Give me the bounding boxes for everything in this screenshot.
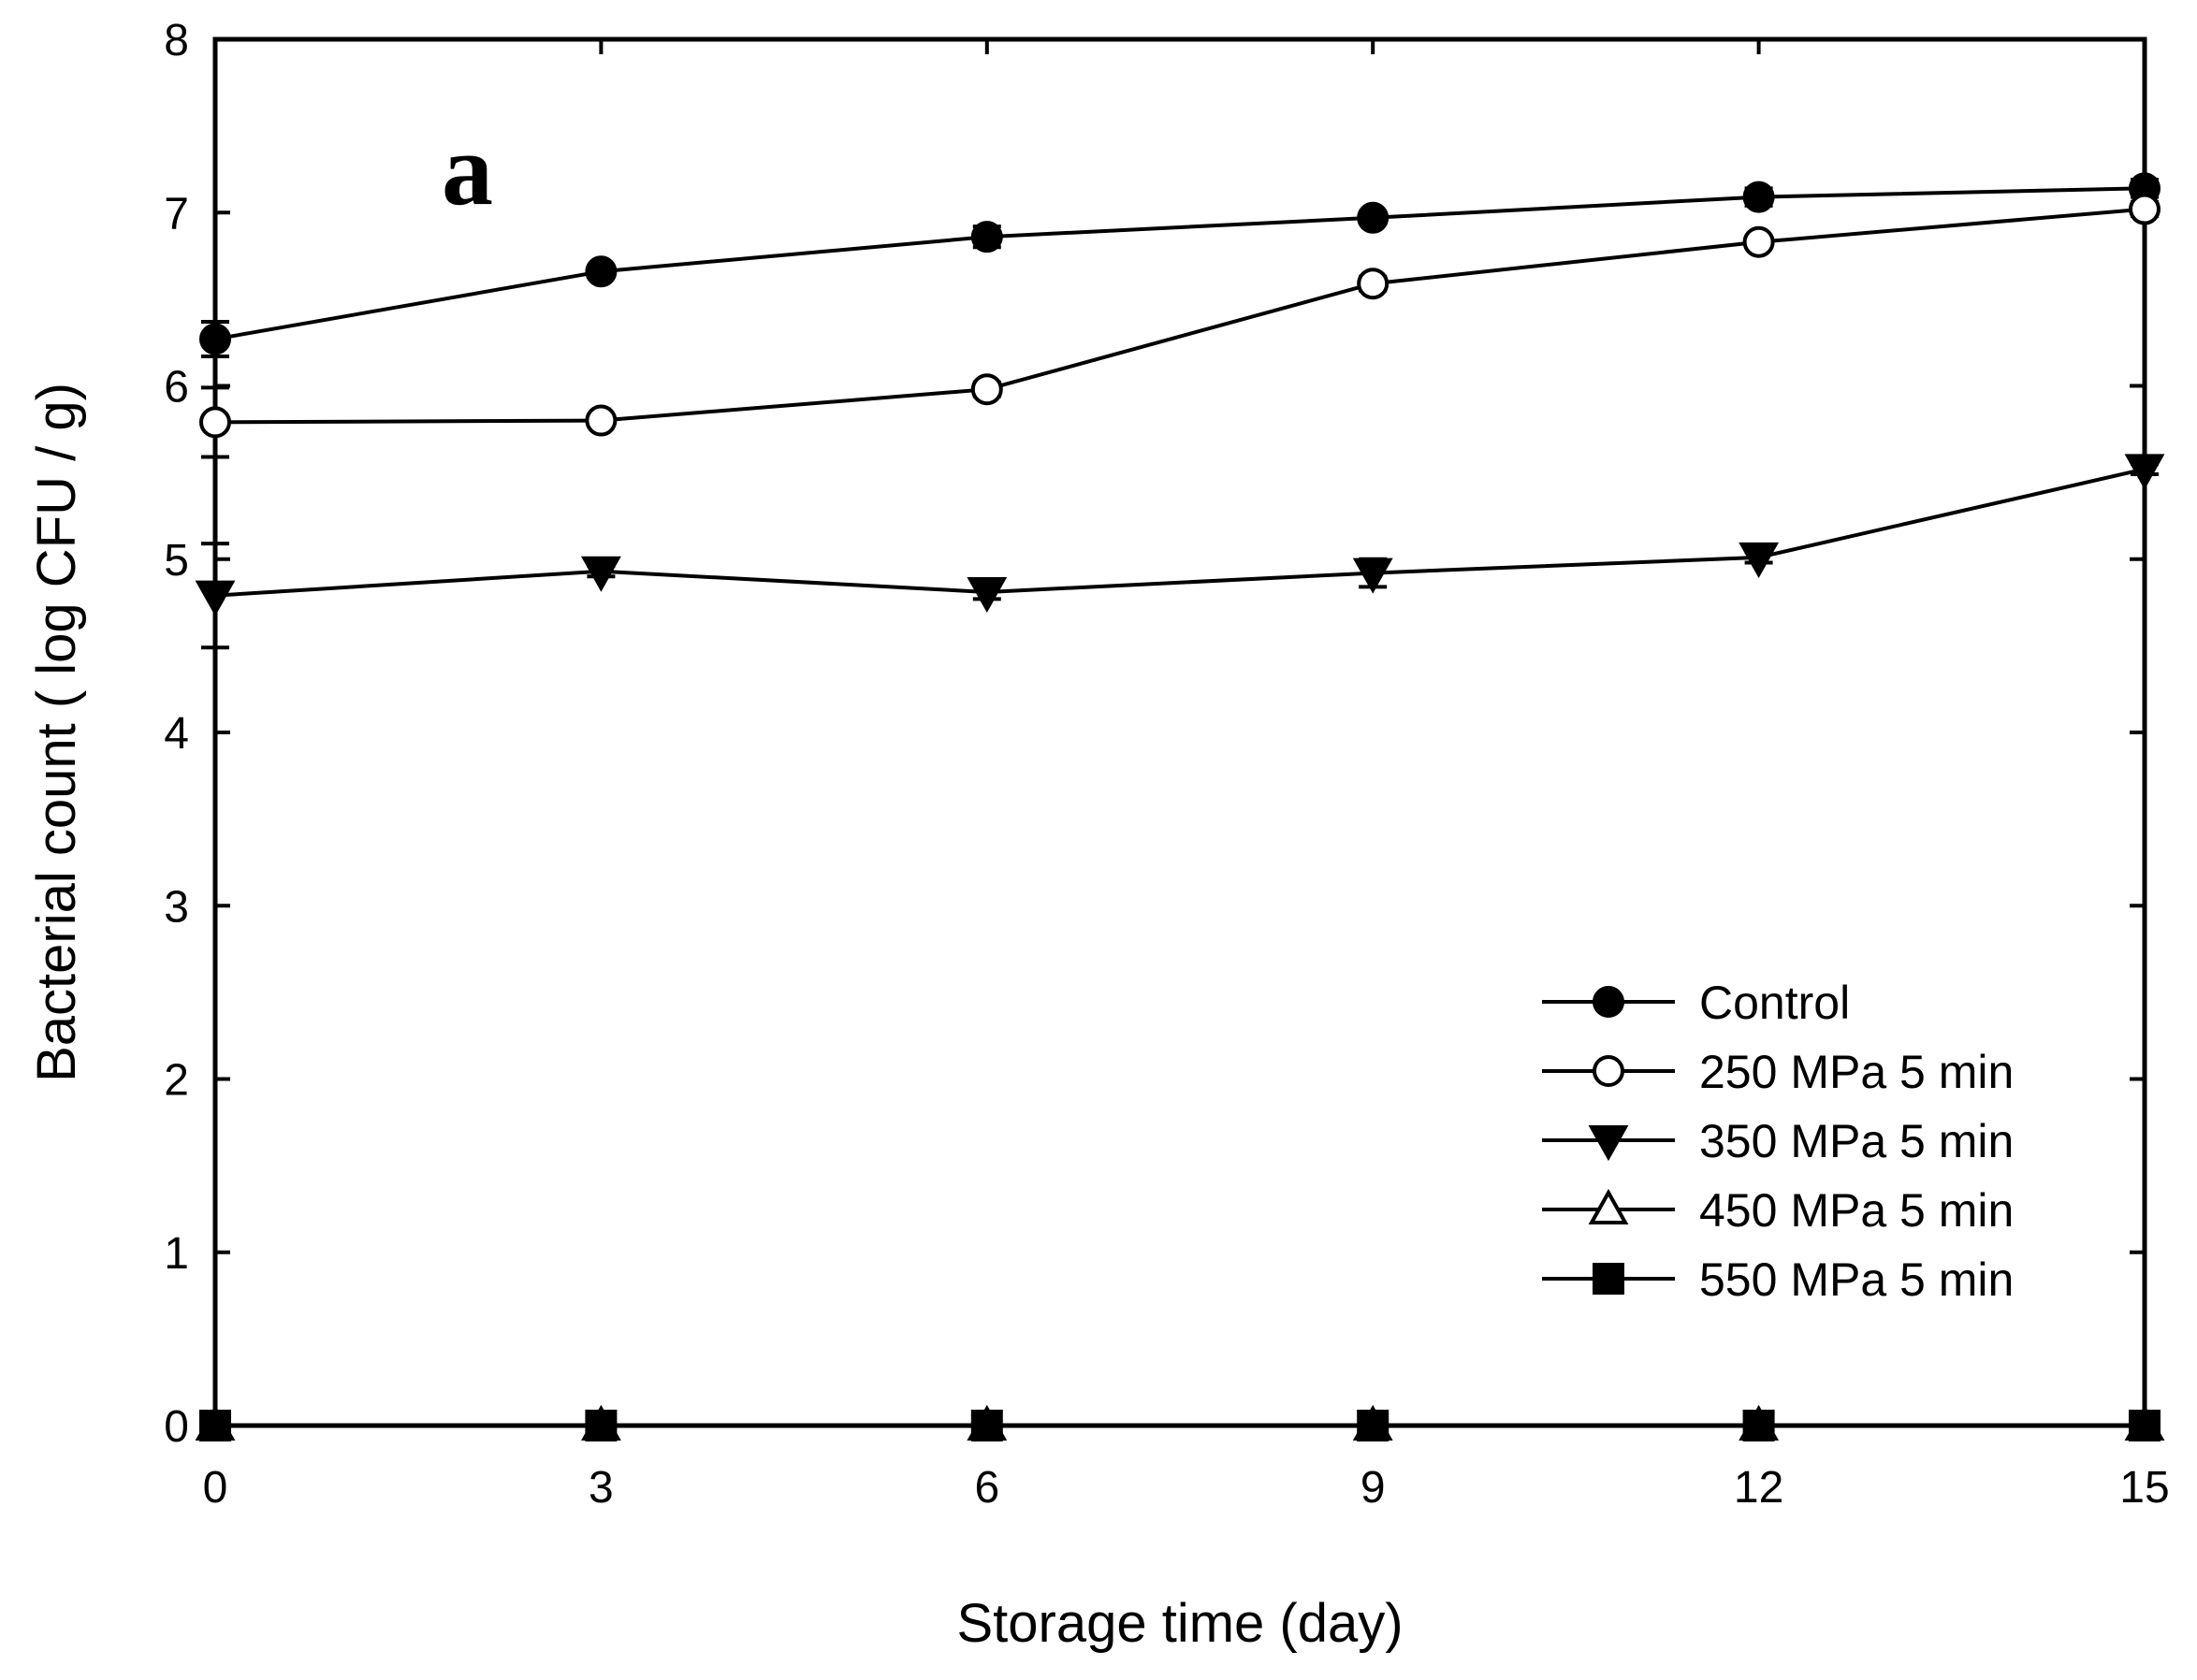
data-point <box>199 323 231 355</box>
data-point <box>2124 454 2165 490</box>
data-point <box>585 1410 618 1441</box>
x-tick-label: 12 <box>1734 1463 1783 1513</box>
data-point <box>2129 1410 2161 1441</box>
legend-marker <box>1593 1055 1624 1087</box>
legend-label: 350 MPa 5 min <box>1699 1115 2014 1167</box>
data-point <box>967 576 1008 614</box>
legend-label: 450 MPa 5 min <box>1699 1184 2014 1237</box>
legend-label: 550 MPa 5 min <box>1699 1253 2014 1306</box>
data-point <box>195 580 236 616</box>
data-point <box>1742 225 1775 258</box>
data-point <box>1357 268 1389 300</box>
data-point <box>970 221 1003 253</box>
legend-item: Control <box>1542 977 1850 1029</box>
legend-item: 550 MPa 5 min <box>1542 1253 2014 1306</box>
panel-label: a <box>442 112 493 226</box>
x-tick-label: 15 <box>2119 1463 2169 1513</box>
y-tick-label: 0 <box>164 1402 189 1452</box>
legend-marker <box>1588 1188 1629 1224</box>
series-line <box>214 467 2146 598</box>
data-point <box>580 556 621 592</box>
y-tick-label: 3 <box>164 882 189 932</box>
data-point <box>199 1410 231 1441</box>
data-point <box>1742 181 1775 213</box>
legend-label: Control <box>1699 977 1850 1029</box>
legend-item: 250 MPa 5 min <box>1542 1046 2014 1098</box>
data-point <box>585 404 618 437</box>
series-0 <box>199 172 2161 359</box>
series-4 <box>199 1410 2161 1441</box>
y-tick-label: 4 <box>164 709 189 759</box>
series-line <box>214 207 2146 425</box>
x-tick-label: 0 <box>203 1463 228 1513</box>
y-tick-label: 1 <box>164 1229 189 1279</box>
data-point <box>1357 1410 1389 1441</box>
legend-marker <box>1593 986 1624 1018</box>
legend: Control 250 MPa 5 min 350 MPa 5 min 450 MPa… <box>1542 977 2014 1306</box>
legend-marker <box>1593 1263 1624 1295</box>
x-tick-label: 9 <box>1360 1463 1386 1513</box>
data-point <box>1352 558 1393 594</box>
data-point <box>1742 1410 1775 1441</box>
y-axis-title: Bacterial count ( log CFU / g) <box>26 383 87 1082</box>
y-tick-label: 7 <box>164 189 189 239</box>
data-point <box>2129 193 2161 225</box>
data-point <box>1357 201 1389 234</box>
data-point <box>1739 542 1780 578</box>
x-tick-label: 6 <box>974 1463 999 1513</box>
y-tick-label: 8 <box>164 16 189 65</box>
legend-item: 450 MPa 5 min <box>1542 1184 2014 1237</box>
y-tick-label: 6 <box>164 363 189 413</box>
series-1 <box>199 193 2161 459</box>
data-point <box>970 1410 1003 1441</box>
legend-item: 350 MPa 5 min <box>1542 1115 2014 1167</box>
y-tick-label: 2 <box>164 1056 189 1106</box>
y-tick-label: 5 <box>164 536 189 586</box>
series-layer <box>195 172 2165 1441</box>
x-tick-label: 3 <box>589 1463 614 1513</box>
data-point <box>970 373 1003 406</box>
series-line <box>214 186 2146 341</box>
series-2 <box>195 454 2165 650</box>
legend-label: 250 MPa 5 min <box>1699 1046 2014 1098</box>
x-axis-title: Storage time (day) <box>956 1593 1403 1654</box>
legend-marker <box>1588 1125 1629 1162</box>
data-point <box>585 255 618 288</box>
data-point <box>199 406 231 439</box>
